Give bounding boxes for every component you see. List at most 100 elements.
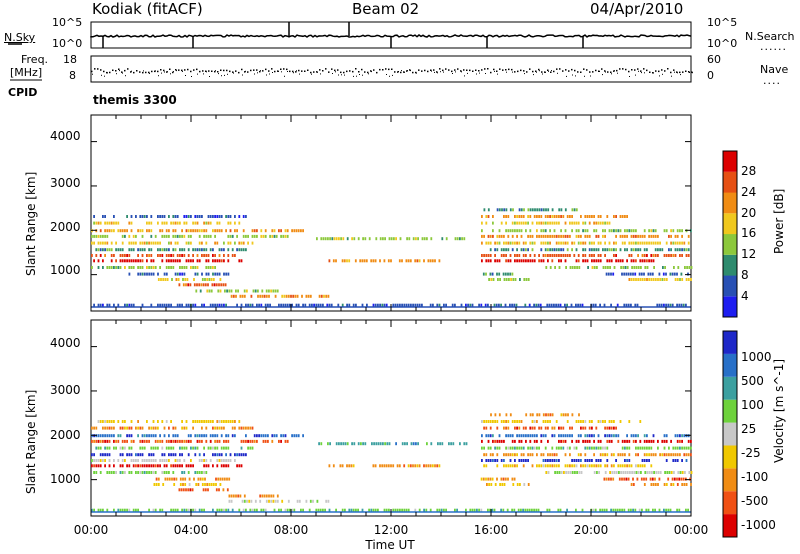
velocity-echo-cell	[610, 477, 612, 481]
power-echo-cell	[198, 241, 201, 245]
power-echo-cell	[183, 221, 186, 225]
velocity-echo-cell	[613, 464, 615, 468]
velocity-echo-cell	[594, 508, 597, 512]
velocity-echo-cell	[618, 477, 621, 481]
velocity-echo-cell	[553, 459, 556, 462]
velocity-echo-cell	[249, 426, 252, 430]
power-echo-cell	[584, 259, 587, 263]
velocity-echo-cell	[106, 446, 109, 450]
power-echo-cell	[531, 208, 534, 212]
velocity-echo-cell	[247, 426, 249, 430]
velocity-echo-cell	[203, 420, 205, 423]
power-echo-cell	[198, 215, 201, 218]
power-echo-cell	[168, 241, 170, 245]
velocity-echo-cell	[223, 477, 226, 481]
velocity-echo-cell	[619, 508, 621, 512]
velocity-echo-cell	[639, 446, 642, 450]
power-echo-cell	[639, 241, 642, 245]
velocity-echo-cell	[172, 434, 175, 438]
power-echo-cell	[213, 283, 216, 287]
velocity-echo-cell	[137, 471, 139, 474]
power-ytick-4000: 4000	[50, 129, 81, 143]
power-echo-cell	[579, 303, 582, 307]
power-echo-cell	[643, 259, 646, 263]
power-echo-cell	[200, 283, 203, 287]
power-echo-cell	[559, 303, 562, 307]
power-ytick-3000: 3000	[50, 176, 81, 190]
velocity-echo-cell	[683, 453, 686, 457]
freq-point	[625, 68, 627, 71]
velocity-echo-cell	[536, 420, 538, 423]
power-echo-cell	[102, 215, 104, 218]
power-echo-cell	[605, 272, 608, 276]
velocity-echo-cell	[130, 446, 133, 450]
power-echo-cell	[625, 303, 628, 307]
velocity-echo-cell	[513, 508, 516, 512]
velocity-echo-cell	[483, 464, 485, 468]
velocity-echo-cell	[547, 426, 549, 430]
power-echo-cell	[276, 289, 279, 293]
velocity-echo-cell	[582, 426, 584, 430]
power-echo-cell	[137, 259, 139, 263]
power-echo-cell	[161, 303, 164, 307]
power-echo-cell	[577, 241, 580, 245]
velocity-echo-cell	[218, 420, 221, 423]
velocity-echo-cell	[368, 508, 370, 512]
velocity-echo-cell	[250, 499, 253, 503]
nave-point	[368, 73, 369, 75]
velocity-echo-cell	[509, 413, 512, 417]
power-echo-cell	[637, 234, 639, 238]
velocity-echo-cell	[643, 446, 646, 450]
velocity-echo-cell	[172, 464, 175, 468]
power-echo-cell	[414, 303, 417, 307]
power-echo-cell	[205, 234, 208, 238]
velocity-echo-cell	[130, 439, 133, 443]
power-echo-cell	[674, 234, 677, 238]
power-echo-cell	[157, 278, 160, 281]
power-echo-cell	[286, 303, 289, 307]
velocity-echo-cell	[188, 477, 191, 481]
power-echo-cell	[667, 303, 670, 307]
power-echo-cell	[157, 248, 159, 252]
velocity-colorbar-swatch	[723, 445, 737, 469]
power-echo-cell	[119, 248, 122, 252]
velocity-echo-cell	[635, 464, 637, 468]
velocity-echo-cell	[190, 439, 192, 443]
nave-point	[680, 74, 681, 76]
power-echo-cell	[163, 248, 166, 252]
velocity-echo-cell	[657, 471, 660, 474]
power-echo-cell	[207, 215, 210, 218]
power-echo-cell	[238, 259, 241, 263]
velocity-echo-cell	[555, 453, 558, 457]
freq-point	[532, 70, 534, 73]
velocity-echo-cell	[148, 439, 150, 443]
velocity-echo-cell	[509, 446, 512, 450]
power-echo-cell	[540, 221, 543, 225]
power-echo-cell	[256, 229, 258, 233]
velocity-echo-cell	[487, 434, 490, 438]
power-echo-cell	[533, 303, 535, 307]
velocity-echo-cell	[370, 508, 373, 512]
velocity-echo-cell	[540, 464, 543, 468]
power-echo-cell	[106, 234, 109, 238]
power-echo-cell	[557, 303, 560, 307]
power-echo-cell	[282, 303, 285, 307]
power-echo-cell	[597, 248, 600, 252]
power-echo-cell	[163, 234, 166, 238]
velocity-echo-cell	[183, 439, 186, 443]
velocity-echo-cell	[174, 439, 177, 443]
power-echo-cell	[588, 254, 591, 257]
power-echo-cell	[212, 278, 215, 281]
velocity-echo-cell	[93, 459, 95, 462]
power-echo-cell	[663, 229, 666, 233]
velocity-echo-cell	[624, 471, 627, 474]
velocity-echo-cell	[348, 464, 351, 468]
velocity-echo-cell	[676, 477, 678, 481]
power-echo-cell	[316, 237, 318, 241]
velocity-echo-cell	[538, 426, 540, 430]
power-echo-cell	[205, 241, 208, 245]
velocity-echo-cell	[227, 508, 230, 512]
velocity-echo-cell	[492, 439, 494, 443]
velocity-echo-cell	[291, 434, 293, 438]
freq-point	[688, 71, 690, 73]
